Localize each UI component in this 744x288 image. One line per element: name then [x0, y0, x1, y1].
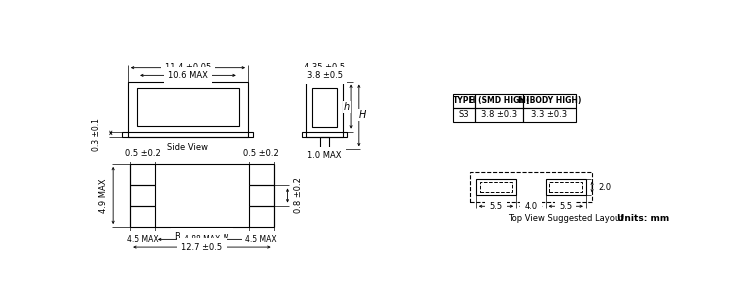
Text: H (SMD HIGH): H (SMD HIGH)	[469, 96, 529, 105]
Bar	[306, 82, 343, 137]
Bar	[302, 132, 347, 137]
Text: 10.6 MAX: 10.6 MAX	[168, 71, 208, 80]
Text: Bottom View: Bottom View	[175, 232, 228, 241]
Bar	[469, 173, 592, 202]
Text: 4.5 MAX: 4.5 MAX	[246, 235, 277, 244]
Text: 2.0: 2.0	[598, 183, 612, 192]
Text: TYPE: TYPE	[453, 96, 475, 105]
Bar	[523, 108, 576, 122]
Text: h (BODY HIGH): h (BODY HIGH)	[518, 96, 581, 105]
Bar	[453, 108, 475, 122]
Text: Side View: Side View	[167, 143, 208, 152]
Text: S3: S3	[459, 110, 469, 119]
Text: 0.5 ±0.2: 0.5 ±0.2	[243, 149, 279, 158]
Bar	[523, 94, 576, 108]
Bar	[312, 88, 337, 127]
Text: h: h	[344, 102, 350, 111]
Text: 4.9 MAX: 4.9 MAX	[100, 178, 109, 213]
Text: 0.5 ±0.2: 0.5 ±0.2	[125, 149, 161, 158]
Bar	[475, 94, 523, 108]
Bar	[453, 94, 475, 108]
Text: 4.88 MAX: 4.88 MAX	[184, 235, 220, 244]
Bar	[475, 108, 523, 122]
Text: H: H	[359, 110, 366, 120]
Text: 3.8 ±0.3: 3.8 ±0.3	[481, 110, 517, 119]
Bar	[128, 82, 248, 137]
Text: 11.4 ±0.05: 11.4 ±0.05	[165, 63, 211, 72]
Text: 0.3 ±0.1: 0.3 ±0.1	[92, 118, 101, 151]
Bar	[476, 179, 516, 196]
Text: 5.5: 5.5	[490, 202, 502, 211]
Bar	[321, 137, 329, 149]
Bar	[550, 182, 582, 192]
Bar	[123, 132, 254, 137]
Bar	[129, 185, 155, 206]
Text: 4.5 MAX: 4.5 MAX	[126, 235, 158, 244]
Text: Units: mm: Units: mm	[617, 214, 670, 223]
Text: 5.5: 5.5	[559, 202, 572, 211]
Bar	[545, 179, 586, 196]
Text: 12.7 ±0.5: 12.7 ±0.5	[182, 242, 222, 252]
Text: 4.35 ±0.5: 4.35 ±0.5	[304, 63, 345, 72]
Bar	[480, 182, 513, 192]
Text: 3.3 ±0.3: 3.3 ±0.3	[531, 110, 568, 119]
Text: 1.0 MAX: 1.0 MAX	[307, 151, 342, 160]
Text: 3.8 ±0.5: 3.8 ±0.5	[307, 71, 343, 80]
Bar	[248, 185, 275, 206]
Text: Top View Suggested Layout: Top View Suggested Layout	[507, 214, 623, 223]
Bar	[137, 88, 239, 126]
Text: 0.8 ±0.2: 0.8 ±0.2	[294, 178, 303, 213]
Text: 4.0: 4.0	[525, 202, 537, 211]
